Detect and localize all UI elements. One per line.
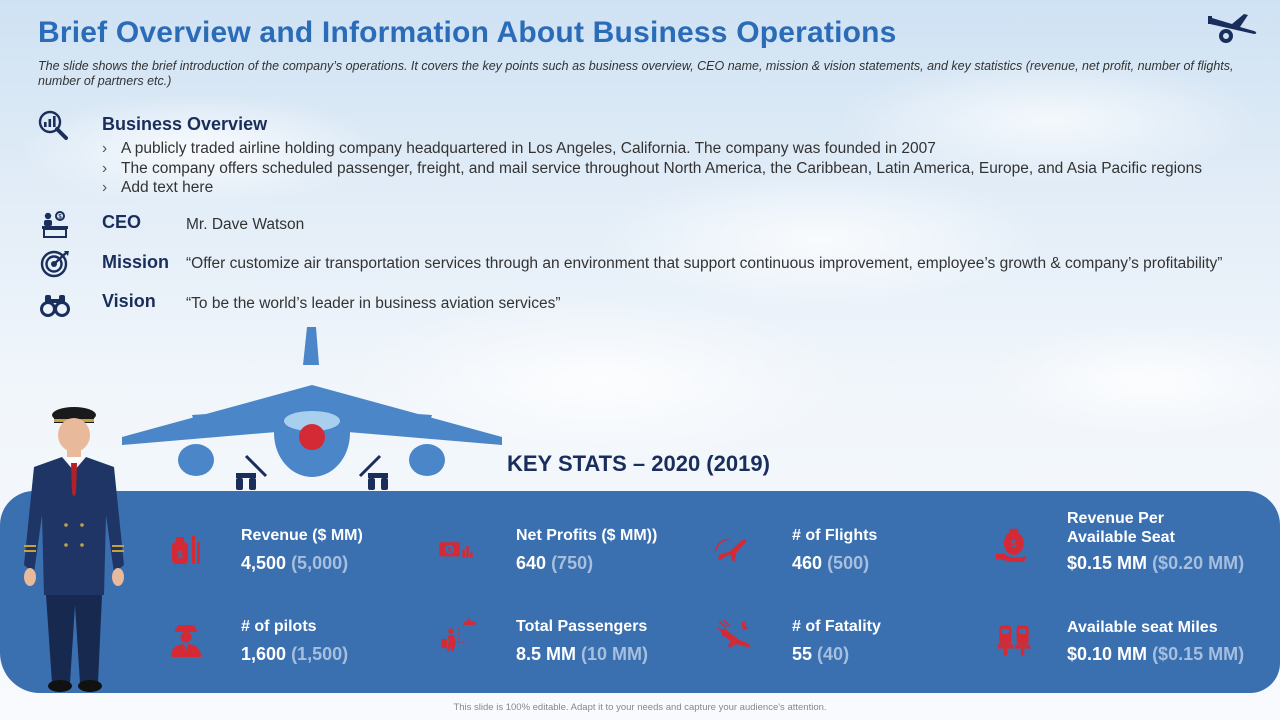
target-icon (40, 250, 69, 278)
stat-label-flights: # of Flights (792, 527, 878, 544)
stat-label-revenue-per-seat: Revenue Per Available Seat (1067, 510, 1175, 546)
net-profit-icon: $ (439, 542, 473, 558)
page-subtitle: The slide shows the brief introduction o… (38, 59, 1234, 88)
stat-value-revenue-per-seat: $0.15 MM ($0.20 MM) (1067, 553, 1245, 573)
mission-statement: “Offer customize air transportation serv… (186, 255, 1223, 272)
seat-icon (997, 625, 1031, 656)
vision-statement: “To be the world’s leader in business av… (186, 295, 561, 312)
revenue-per-seat-icon: $ (995, 528, 1027, 562)
stat-value-revenue: 4,500 (5,000) (241, 553, 349, 573)
flight-icon (714, 538, 747, 562)
footer-note: This slide is 100% editable. Adapt it to… (453, 702, 827, 713)
key-stats-panel: $ Revenue ($ MM) 4,500 (5,000) $ Net Pro… (0, 491, 1280, 693)
stat-value-total-passengers: 8.5 MM (10 MM) (516, 644, 649, 664)
ceo-desk-icon: $ (42, 211, 68, 238)
passenger-icon (441, 618, 476, 652)
crash-icon (717, 619, 751, 649)
ceo-label: CEO (102, 212, 142, 232)
mission-label: Mission (102, 252, 170, 272)
ceo-name: Mr. Dave Watson (186, 216, 305, 233)
svg-text:$: $ (1011, 539, 1017, 550)
stat-label-net-profits: Net Profits ($ MM)) (516, 527, 658, 544)
airplane-illustration (122, 327, 502, 490)
svg-text:$: $ (448, 547, 452, 554)
overview-bullet: Add text here (102, 178, 1202, 198)
revenue-icon: $ (172, 536, 200, 564)
stat-value-pilots: 1,600 (1,500) (241, 644, 349, 664)
stat-value-fatality: 55 (40) (792, 644, 850, 664)
svg-text:$: $ (177, 550, 183, 561)
overview-bullets: A publicly traded airline holding compan… (102, 139, 1202, 198)
business-overview-heading: Business Overview (102, 114, 268, 134)
svg-text:$: $ (58, 215, 62, 221)
stat-label-available-seat-miles: Available seat Miles (1067, 619, 1218, 636)
page-title: Brief Overview and Information About Bus… (38, 16, 897, 49)
stat-value-available-seat-miles: $0.10 MM ($0.15 MM) (1067, 644, 1245, 664)
stat-label-revenue: Revenue ($ MM) (241, 527, 363, 544)
overview-bullet: The company offers scheduled passenger, … (102, 159, 1202, 179)
overview-bullet: A publicly traded airline holding compan… (102, 139, 1202, 159)
stat-label-fatality: # of Fatality (792, 618, 881, 635)
stat-value-net-profits: 640 (750) (516, 553, 594, 573)
pilot-icon (171, 625, 201, 657)
airplane-logo-icon (1208, 14, 1257, 43)
key-stats-title: KEY STATS – 2020 (2019) (507, 451, 770, 476)
stat-label-pilots: # of pilots (241, 618, 317, 635)
binoculars-icon (40, 295, 70, 317)
stat-label-total-passengers: Total Passengers (516, 618, 648, 635)
analytics-search-icon (38, 110, 68, 140)
vision-label: Vision (102, 291, 156, 311)
stat-value-flights: 460 (500) (792, 553, 870, 573)
pilot-figure (24, 407, 124, 692)
